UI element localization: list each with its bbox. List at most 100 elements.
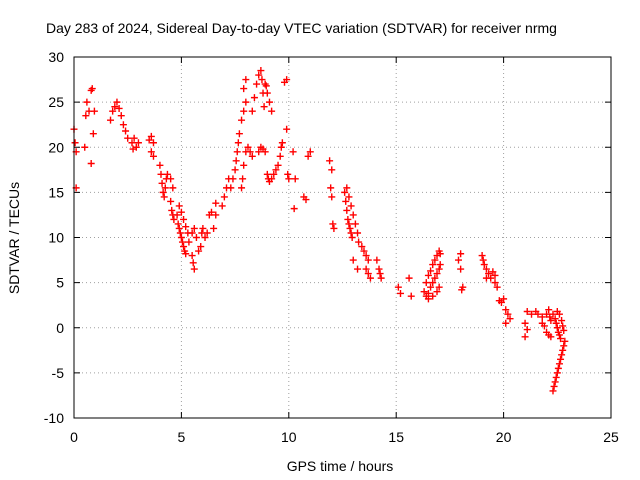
data-point [485, 270, 493, 278]
data-point [355, 238, 363, 246]
data-point [157, 170, 165, 178]
data-point [555, 331, 563, 339]
data-point [122, 127, 130, 135]
data-point [557, 335, 565, 343]
data-point [177, 208, 185, 216]
data-point [158, 179, 166, 187]
data-point [238, 116, 246, 124]
data-point [180, 215, 188, 223]
data-point [258, 76, 266, 84]
data-point [436, 261, 444, 269]
data-point [345, 220, 353, 228]
data-point [347, 202, 355, 210]
data-point [289, 148, 297, 156]
data-point [326, 157, 334, 165]
data-point [278, 139, 286, 147]
data-point [552, 319, 560, 327]
data-point [364, 270, 372, 278]
data-point [233, 148, 241, 156]
data-point [540, 322, 548, 330]
data-point [88, 85, 96, 93]
data-point [523, 326, 531, 334]
data-point [283, 76, 291, 84]
data-point [283, 125, 291, 133]
data-point [190, 265, 198, 273]
data-point [420, 288, 428, 296]
data-point [145, 136, 153, 144]
data-point [435, 265, 443, 273]
data-point [306, 148, 314, 156]
data-point [427, 283, 435, 291]
data-point [457, 250, 465, 258]
data-point [500, 295, 508, 303]
data-point [248, 107, 256, 115]
data-point [551, 378, 559, 386]
data-point [504, 310, 512, 318]
data-point [111, 103, 119, 111]
data-point [185, 238, 193, 246]
data-point [232, 157, 240, 165]
data-point [394, 283, 402, 291]
data-point [552, 373, 560, 381]
data-point [149, 139, 157, 147]
data-point [506, 315, 514, 323]
data-point [327, 184, 335, 192]
data-point [458, 286, 466, 294]
data-point [344, 215, 352, 223]
data-point [263, 170, 271, 178]
data-point [377, 274, 385, 282]
y-tick-label: 20 [48, 139, 64, 155]
data-point [87, 159, 95, 167]
x-tick-label: 5 [178, 429, 186, 445]
data-point [347, 229, 355, 237]
data-point [81, 143, 89, 151]
data-point [90, 107, 98, 115]
data-point [341, 188, 349, 196]
data-point [169, 184, 177, 192]
data-point [555, 310, 563, 318]
data-point [553, 369, 561, 377]
data-point [242, 98, 250, 106]
data-point [328, 166, 336, 174]
data-point [362, 265, 370, 273]
data-point [109, 107, 117, 115]
data-point [248, 152, 256, 160]
data-point [478, 252, 486, 260]
data-point [277, 143, 285, 151]
data-point [358, 243, 366, 251]
y-axis-label: SDTVAR / TECUs [6, 182, 22, 294]
data-point [190, 224, 198, 232]
data-point [229, 175, 237, 183]
data-point [431, 274, 439, 282]
data-point [502, 319, 510, 327]
data-point [557, 355, 565, 363]
data-point [429, 292, 437, 300]
data-point [235, 130, 243, 138]
y-tick-label: 25 [48, 94, 64, 110]
data-point [284, 170, 292, 178]
data-point [163, 170, 171, 178]
y-tick-label: -5 [52, 365, 65, 381]
data-point [167, 175, 175, 183]
x-tick-label: 25 [603, 429, 619, 445]
data-point [218, 202, 226, 210]
data-point [167, 197, 175, 205]
data-point [424, 271, 432, 279]
data-point [351, 220, 359, 228]
data-point [239, 175, 247, 183]
y-tick-label: -10 [44, 410, 64, 426]
data-point [547, 333, 555, 341]
data-point [558, 317, 566, 325]
data-point [291, 175, 299, 183]
data-point [285, 175, 293, 183]
data-point [360, 247, 368, 255]
data-point [375, 265, 383, 273]
data-point [255, 148, 263, 156]
data-point [270, 170, 278, 178]
data-point [479, 256, 487, 264]
data-point [555, 360, 563, 368]
data-point [170, 215, 178, 223]
data-point [199, 224, 207, 232]
data-point [396, 289, 404, 297]
data-point [188, 229, 196, 237]
